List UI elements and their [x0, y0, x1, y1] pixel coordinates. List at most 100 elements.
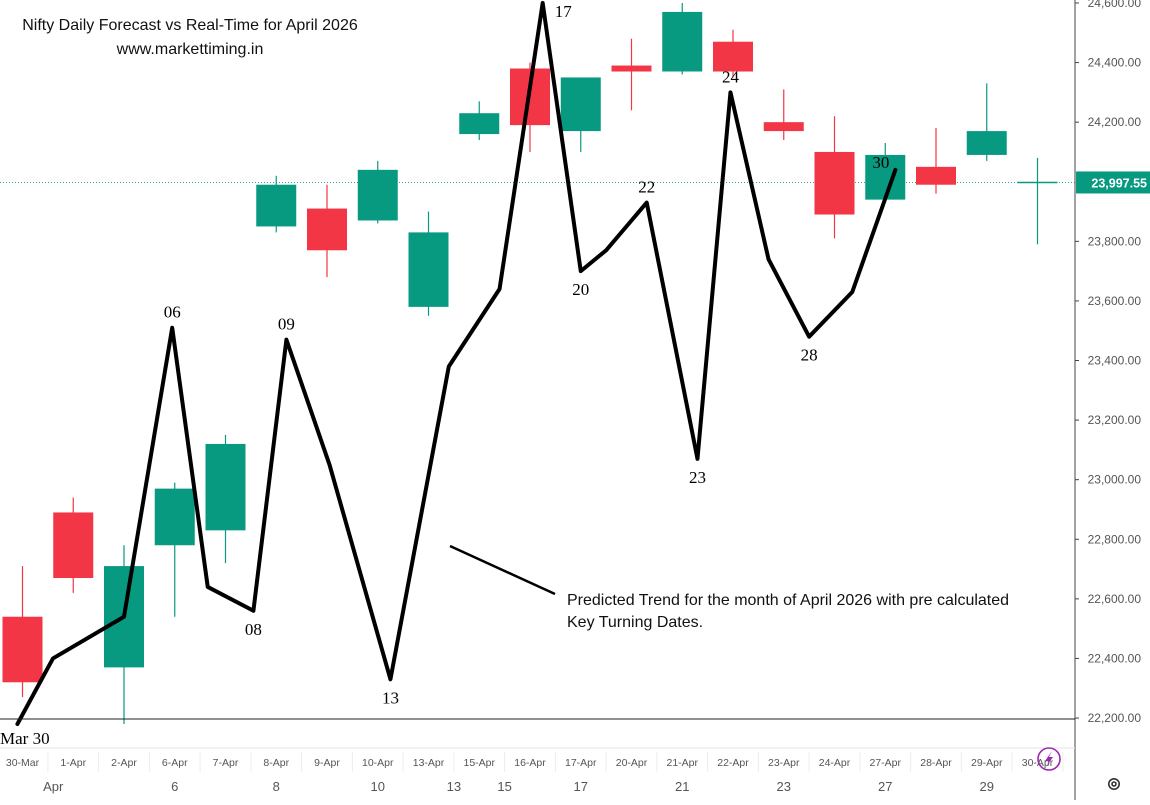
turning-label-24: 24	[722, 67, 740, 86]
turning-label-30: 30	[872, 153, 889, 172]
time-axis-label-13: 13	[447, 779, 461, 794]
price-tick-label: 22,400.00	[1088, 651, 1142, 665]
price-tick-label: 24,600.00	[1088, 0, 1142, 10]
turning-label-06: 06	[164, 303, 181, 322]
time-axis-label-6: 6	[171, 779, 178, 794]
candle-body	[713, 41, 753, 72]
current-price-label: 23,997.55	[1091, 176, 1147, 190]
date-label-9-Apr: 9-Apr	[314, 757, 340, 769]
date-label-29-Apr: 29-Apr	[971, 757, 1003, 769]
price-tick-label: 24,200.00	[1088, 115, 1142, 129]
lightning-icon	[1037, 747, 1061, 771]
settings-button[interactable]	[1104, 774, 1124, 794]
candle-body	[2, 616, 43, 683]
candle-10-Apr	[357, 160, 398, 224]
candle-7-Apr	[205, 434, 246, 564]
candle-22-Apr	[713, 29, 753, 78]
turning-label-28: 28	[801, 346, 818, 365]
candle-body	[966, 131, 1007, 155]
candle-body	[459, 113, 500, 135]
date-label-1-Apr: 1-Apr	[60, 757, 86, 769]
date-label-20-Apr: 20-Apr	[616, 757, 648, 769]
date-label-16-Apr: 16-Apr	[514, 757, 546, 769]
date-label-23-Apr: 23-Apr	[768, 757, 800, 769]
candle-29-Apr	[966, 83, 1007, 161]
date-label-2-Apr: 2-Apr	[111, 757, 137, 769]
date-label-17-Apr: 17-Apr	[565, 757, 597, 769]
turning-label-17: 17	[555, 2, 573, 21]
candle-body	[53, 512, 94, 579]
date-label-21-Apr: 21-Apr	[666, 757, 698, 769]
time-axis-label-10: 10	[371, 779, 385, 794]
candle-9-Apr	[307, 184, 347, 278]
time-axis-label-8: 8	[273, 779, 280, 794]
candle-17-Apr	[560, 77, 601, 152]
time-axis-label-21: 21	[675, 779, 689, 794]
turning-label-20: 20	[572, 280, 589, 299]
date-label-8-Apr: 8-Apr	[263, 757, 289, 769]
candle-13-Apr	[408, 211, 449, 316]
candle-20-Apr	[611, 38, 652, 111]
candle-23-Apr	[763, 89, 804, 141]
date-label-7-Apr: 7-Apr	[213, 757, 239, 769]
annotation-line-1: Predicted Trend for the month of April 2…	[567, 592, 1010, 609]
price-tick-label: 23,400.00	[1088, 354, 1142, 368]
date-label-24-Apr: 24-Apr	[819, 757, 851, 769]
time-axis-label-Apr: Apr	[43, 779, 64, 794]
candle-8-Apr	[256, 175, 297, 233]
candle-body	[307, 208, 347, 251]
candle-27-Apr	[865, 143, 906, 203]
predicted-trend-line	[15, 0, 898, 726]
annotation-line-2: Key Turning Dates.	[567, 614, 704, 631]
date-label-30-Mar: 30-Mar	[6, 757, 40, 769]
candle-body	[814, 151, 855, 215]
date-label-13-Apr: 13-Apr	[413, 757, 445, 769]
price-tick-label: 23,000.00	[1088, 473, 1142, 487]
candle-1-Apr	[53, 497, 94, 593]
price-tick-label: 23,800.00	[1088, 234, 1142, 248]
candle-2-Apr	[104, 545, 144, 724]
candle-15-Apr	[459, 101, 500, 141]
date-label-28-Apr: 28-Apr	[920, 757, 952, 769]
candle-body	[1017, 181, 1058, 184]
lightning-circle	[1037, 747, 1061, 771]
time-axis-label-27: 27	[878, 779, 892, 794]
price-tick-label: 22,200.00	[1088, 711, 1142, 725]
candle-body	[763, 122, 804, 132]
current-price-tag	[1076, 171, 1150, 194]
candle-body	[560, 77, 601, 132]
time-axis-label-15: 15	[497, 779, 511, 794]
time-axis-label-17: 17	[574, 779, 588, 794]
candle-body	[611, 65, 652, 72]
turning-label-08: 08	[245, 620, 262, 639]
turning-label-09: 09	[278, 315, 295, 334]
candle-body	[357, 169, 398, 221]
price-tick-label: 24,400.00	[1088, 56, 1142, 70]
candle-body	[865, 154, 906, 200]
corner-date-label: Mar 30	[0, 729, 50, 748]
turning-label-13: 13	[382, 688, 399, 707]
website-label: www.markettiming.in	[116, 41, 264, 58]
candle-body	[408, 232, 449, 307]
candle-24-Apr	[814, 116, 855, 239]
candle-body	[256, 184, 297, 227]
date-label-6-Apr: 6-Apr	[162, 757, 188, 769]
date-label-27-Apr: 27-Apr	[869, 757, 901, 769]
time-axis-label-23: 23	[777, 779, 791, 794]
chart-header: Nifty Daily Forecast vs Real-Time for Ap…	[0, 14, 380, 62]
turning-label-23: 23	[689, 468, 706, 487]
trend-annotation: Predicted Trend for the month of April 2…	[567, 590, 1067, 634]
candle-body	[205, 443, 246, 531]
turning-label-22: 22	[638, 178, 655, 197]
candle-30-Apr	[1017, 157, 1058, 245]
price-tick-label: 22,600.00	[1088, 592, 1142, 606]
candle-6-Apr	[154, 482, 195, 617]
date-label-15-Apr: 15-Apr	[463, 757, 495, 769]
lightning-bolt	[1045, 751, 1053, 767]
price-tick-label: 23,200.00	[1088, 413, 1142, 427]
annotation-pointer-line	[449, 544, 556, 596]
candle-21-Apr	[662, 2, 703, 75]
candle-28-Apr	[916, 128, 956, 194]
